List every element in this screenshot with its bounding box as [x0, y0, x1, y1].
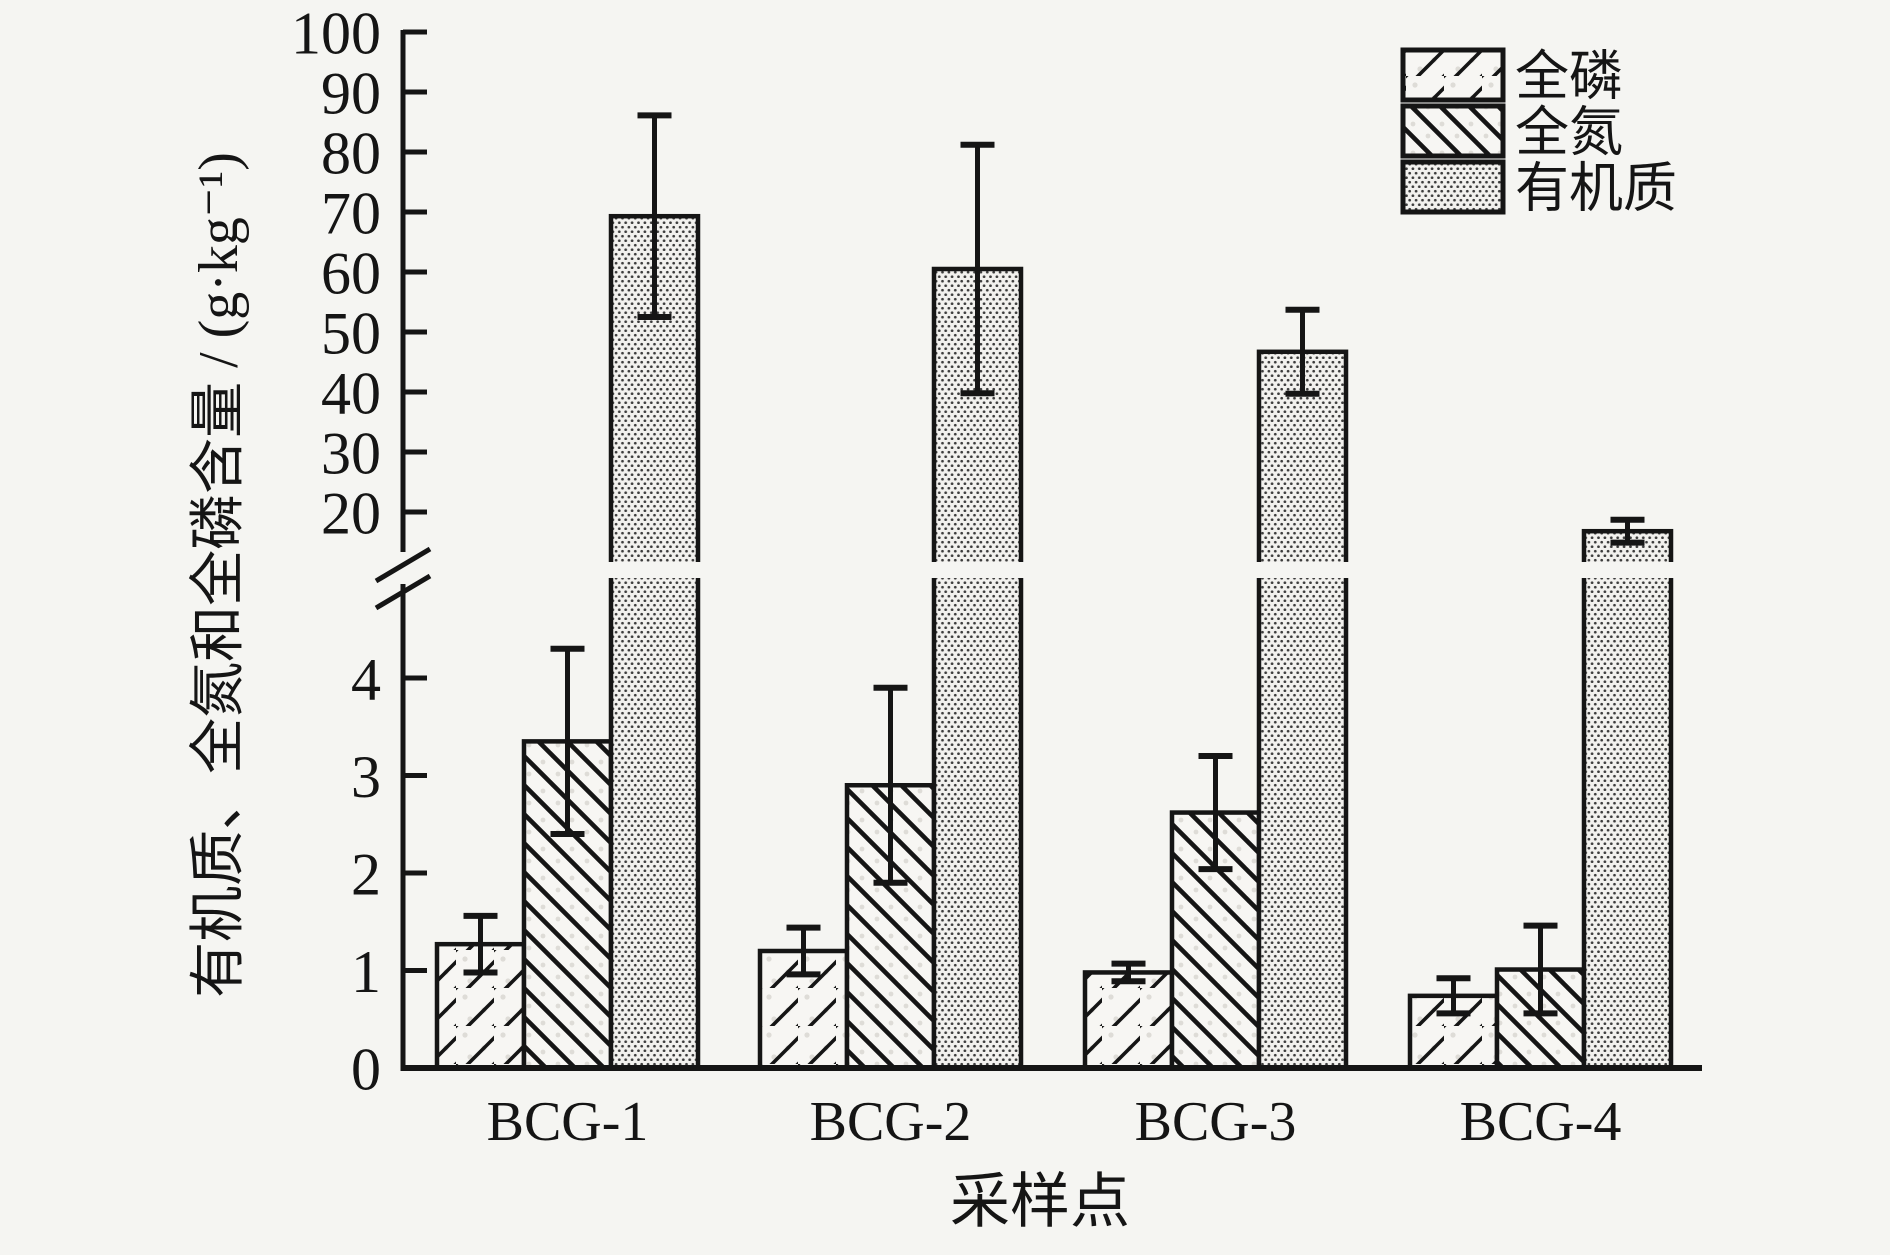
legend-label-total-phosphorus: 全磷: [1515, 46, 1623, 106]
error-bar-total-phosphorus-BCG-2: [786, 924, 821, 978]
error-bar-organic-matter-BCG-2: [960, 141, 995, 397]
bar-organic-matter-BCG-1: [608, 213, 701, 1071]
legend-item-total-phosphorus: 全磷: [1400, 46, 1623, 106]
y-tick-label: 0: [351, 1037, 381, 1103]
y-tick-label: 4: [351, 647, 381, 713]
error-bar-total-phosphorus-BCG-1: [463, 912, 498, 976]
error-bar-organic-matter-BCG-3: [1285, 306, 1320, 397]
error-bars-layer: [463, 112, 1645, 1017]
y-tick-label: 3: [351, 744, 381, 810]
bars-layer: [434, 213, 1674, 1071]
legend-label-total-nitrogen: 全氮: [1515, 102, 1623, 162]
legend-swatch-total-phosphorus: [1400, 47, 1506, 103]
bar-organic-matter-BCG-2: [931, 266, 1024, 1071]
error-bar-total-nitrogen-BCG-4: [1523, 922, 1558, 1017]
y-tick-label: 20: [321, 481, 381, 547]
legend-swatch-total-nitrogen: [1400, 103, 1506, 159]
error-bar-total-nitrogen-BCG-3: [1198, 753, 1233, 873]
error-bar-organic-matter-BCG-1: [637, 112, 672, 320]
x-tick-label-BCG-4: BCG-4: [1460, 1091, 1622, 1153]
y-tick-label: 1: [351, 939, 381, 1005]
y-tick-label: 30: [321, 421, 381, 487]
x-axis-title: 采样点: [950, 1169, 1130, 1235]
error-bar-total-nitrogen-BCG-1: [550, 645, 585, 837]
axis-break-slash: [374, 573, 432, 611]
y-tick-label: 2: [351, 842, 381, 908]
y-tick-label: 70: [321, 181, 381, 247]
axis-break-layer: [407, 562, 1702, 578]
x-tick-label-BCG-3: BCG-3: [1135, 1091, 1297, 1153]
legend-item-total-nitrogen: 全氮: [1400, 102, 1623, 162]
y-axis-title: 有机质、全氮和全磷含量 / (g·kg⁻¹): [188, 152, 250, 998]
axis-break-slash: [374, 546, 432, 584]
y-tick-label: 40: [321, 361, 381, 427]
x-tick-label-BCG-2: BCG-2: [810, 1091, 972, 1153]
legend-swatch-organic-matter: [1400, 159, 1506, 215]
legend-label-organic-matter: 有机质: [1515, 158, 1677, 218]
error-bar-total-nitrogen-BCG-2: [873, 684, 908, 886]
y-tick-label: 50: [321, 301, 381, 367]
x-tick-label-BCG-1: BCG-1: [487, 1091, 649, 1153]
axis-break-gap: [407, 562, 1702, 578]
legend-item-organic-matter: 有机质: [1400, 158, 1677, 218]
y-tick-label: 60: [321, 241, 381, 307]
y-tick-label: 80: [321, 121, 381, 187]
y-tick-label: 90: [321, 61, 381, 127]
bar-organic-matter-BCG-3: [1256, 349, 1349, 1071]
bar-organic-matter-BCG-4: [1581, 528, 1674, 1071]
error-bar-total-phosphorus-BCG-3: [1111, 960, 1146, 985]
y-tick-label: 100: [291, 1, 381, 67]
error-bar-total-phosphorus-BCG-4: [1436, 975, 1471, 1017]
error-bar-organic-matter-BCG-4: [1610, 516, 1645, 546]
bar-total-phosphorus-BCG-3: [1082, 970, 1175, 1071]
